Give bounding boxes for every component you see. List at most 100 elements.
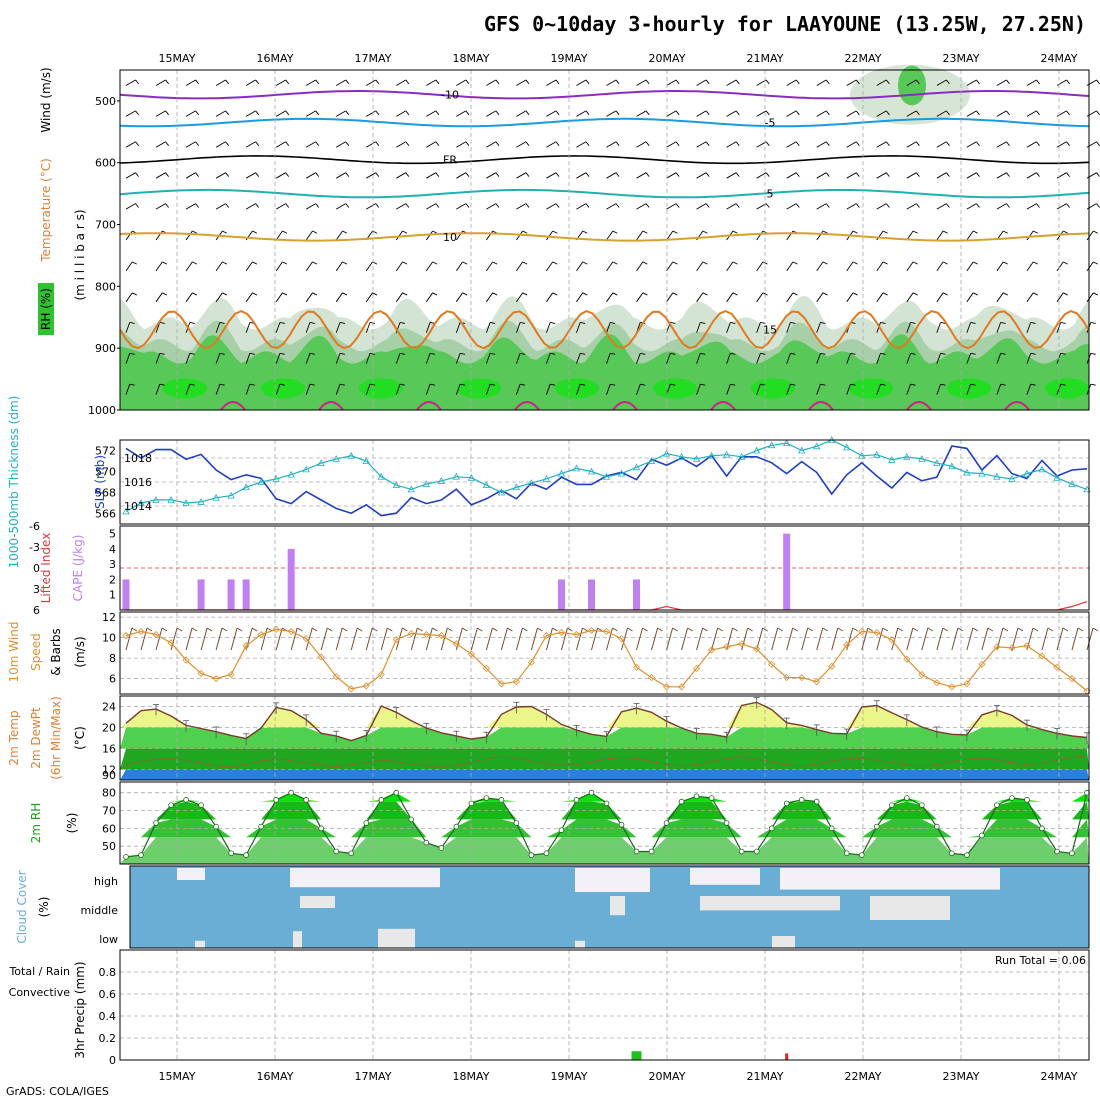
thickness-point (647, 457, 656, 464)
wind-barb-flag (255, 79, 260, 85)
wind-barb (425, 384, 431, 395)
wind-barb-flag (585, 110, 590, 116)
wind-barb (996, 110, 1007, 117)
wind-barb (516, 292, 524, 303)
wind-barb-flag (885, 141, 890, 146)
wind-barb (485, 322, 491, 333)
dewpoint-line (125, 755, 1088, 768)
rh-point (363, 820, 370, 826)
wind-barb (546, 203, 557, 210)
wind-barb-flag (345, 79, 350, 85)
thickness-point (287, 470, 295, 478)
wind-barb-flag (855, 172, 860, 177)
wind-barb (1026, 322, 1032, 333)
wind-barb (426, 203, 437, 210)
rh-point (888, 802, 895, 808)
wind-barb (1026, 172, 1037, 179)
rh-point (438, 845, 445, 851)
wind-barb (816, 384, 821, 395)
slp-axis-label: SLP (mb) (93, 455, 107, 509)
wind-barb-flag (946, 203, 950, 208)
lifted-index-tick-label: 6 (33, 604, 40, 617)
wind10-point (332, 673, 340, 681)
wind-barb (546, 141, 557, 148)
wind-barb-flag (675, 141, 680, 146)
surface-contour (1004, 401, 1030, 411)
wind-barb-flag (765, 141, 770, 146)
wind-barb-flag (520, 352, 526, 355)
wind-barb (425, 261, 433, 272)
wind-barb-flag (1033, 230, 1038, 234)
wind-barb (125, 353, 131, 364)
wind10-barb (230, 627, 238, 651)
wind-barb (636, 353, 641, 364)
wind-barb-flag (1030, 321, 1036, 324)
wind-barb-flag (555, 141, 560, 146)
wind-barb-flag (315, 203, 320, 208)
lifted-index-line (126, 601, 1088, 611)
wind-barb (185, 384, 191, 395)
wind10-barb (260, 627, 268, 651)
wind10-barb (125, 627, 133, 651)
wind-barb-flag (309, 383, 315, 386)
wind10-point (632, 663, 641, 671)
wind-barb-flag (165, 203, 170, 208)
wind10-barb-flag (1002, 627, 1009, 632)
wind-barb (606, 172, 617, 179)
rh-point (663, 820, 670, 826)
wind-barb-flag (825, 141, 830, 146)
wind-barb (546, 322, 551, 333)
wind-barb-flag (1090, 321, 1096, 324)
wind-barb (155, 79, 166, 86)
wind10-barb (1071, 627, 1079, 651)
wind-barb (275, 384, 281, 395)
wind-barb (125, 384, 131, 395)
wind-barb (606, 261, 614, 272)
wind-barb-flag (735, 141, 740, 146)
wind-barb-flag (129, 383, 135, 386)
wind-barb (696, 172, 707, 179)
wind10-point (963, 680, 971, 688)
lifted-index-axis-label: Lifted Index (39, 533, 53, 604)
wind-barb-flag (615, 203, 620, 208)
wind-barb-flag (645, 172, 650, 177)
slp-line (125, 445, 1088, 517)
thickness-point (467, 473, 476, 481)
thickness-point (1023, 469, 1031, 477)
wind10-barb (711, 627, 719, 651)
wind-barb (305, 322, 311, 333)
wind-barb (576, 141, 587, 148)
wind-barb (606, 292, 614, 303)
wind-barb-flag (285, 141, 290, 146)
wind-barb-flag (645, 79, 650, 85)
wind-barb (876, 353, 881, 364)
wind-barb-flag (792, 261, 798, 265)
wind-barb (245, 110, 256, 117)
cloud-axis-label: Cloud Cover (15, 870, 29, 943)
wind-barb-flag (345, 110, 350, 116)
wind10-point (768, 660, 776, 668)
precip-total-bar (631, 1051, 642, 1060)
wind10-barb (1041, 627, 1049, 651)
wind-barb-flag (399, 352, 406, 355)
wind-barb-flag (735, 172, 740, 177)
thickness-point (377, 472, 385, 480)
wind-barb (125, 110, 136, 117)
wind-barb-flag (1066, 79, 1070, 85)
wind-barb (816, 292, 824, 303)
wind-barb (305, 141, 316, 148)
wind-barb (666, 230, 674, 241)
wind-barb-flag (492, 261, 498, 265)
wind-barb-flag (525, 172, 530, 177)
wind-barb (846, 79, 857, 86)
wind-barb (1026, 203, 1037, 210)
wind10-barb (215, 627, 223, 651)
thickness-axis-label: 1000-500mb Thickness (dm) (7, 396, 21, 569)
wind-barb-flag (282, 230, 288, 234)
wind-barb-flag (700, 383, 706, 386)
wind-barb (756, 353, 761, 364)
wind-barb (666, 141, 677, 148)
wind-barb (215, 79, 226, 86)
wind-barb-flag (765, 110, 770, 116)
cape-bar (227, 579, 235, 610)
